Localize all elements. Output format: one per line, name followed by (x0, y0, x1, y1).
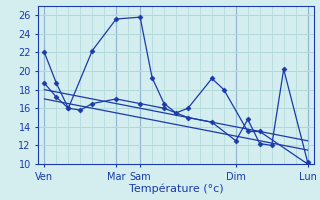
X-axis label: Température (°c): Température (°c) (129, 183, 223, 194)
